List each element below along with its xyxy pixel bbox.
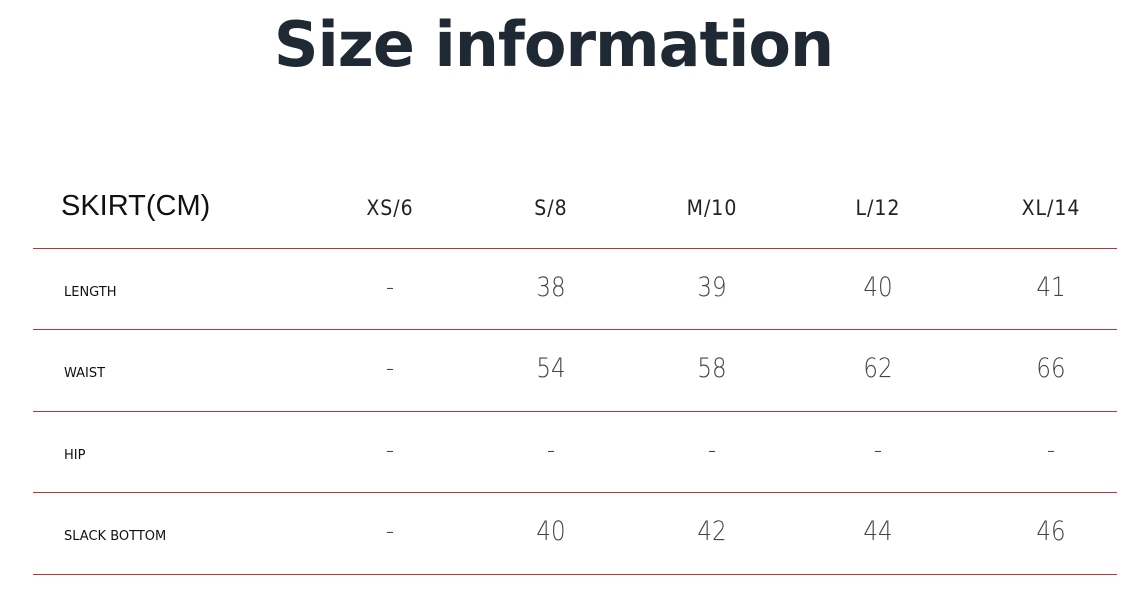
table-cell: - xyxy=(873,435,883,466)
column-header: L/12 xyxy=(855,196,901,220)
table-cell: - xyxy=(385,272,395,303)
table-cell: 38 xyxy=(536,272,566,303)
row-label: WAIST xyxy=(64,366,106,381)
table-cell: 41 xyxy=(1036,272,1066,303)
table-cell: 40 xyxy=(863,272,893,303)
row-divider xyxy=(33,492,1117,493)
column-header: XL/14 xyxy=(1021,196,1081,220)
table-cell: - xyxy=(385,435,395,466)
column-header: XS/6 xyxy=(366,196,414,220)
row-divider xyxy=(33,248,1117,249)
table-cell: - xyxy=(385,353,395,384)
column-header: S/8 xyxy=(534,196,568,220)
row-divider xyxy=(33,411,1117,412)
table-cell: 58 xyxy=(697,353,727,384)
page-title: Size information xyxy=(273,8,834,81)
table-cell: - xyxy=(707,435,717,466)
column-header: M/10 xyxy=(686,196,738,220)
table-cell: - xyxy=(546,435,556,466)
table-cell: - xyxy=(385,516,395,547)
table-cell: 66 xyxy=(1036,353,1066,384)
row-divider xyxy=(33,574,1117,575)
table-cell: 46 xyxy=(1036,516,1066,547)
row-label: SLACK BOTTOM xyxy=(64,529,167,544)
row-label: LENGTH xyxy=(64,285,117,300)
table-header-label: SKIRT(CM) xyxy=(61,190,211,222)
table-cell: 54 xyxy=(536,353,566,384)
table-cell: 40 xyxy=(536,516,566,547)
row-label: HIP xyxy=(64,448,86,463)
row-divider xyxy=(33,329,1117,330)
table-cell: 44 xyxy=(863,516,893,547)
table-cell: 62 xyxy=(863,353,893,384)
table-cell: - xyxy=(1046,435,1056,466)
table-cell: 39 xyxy=(697,272,727,303)
table-cell: 42 xyxy=(697,516,727,547)
